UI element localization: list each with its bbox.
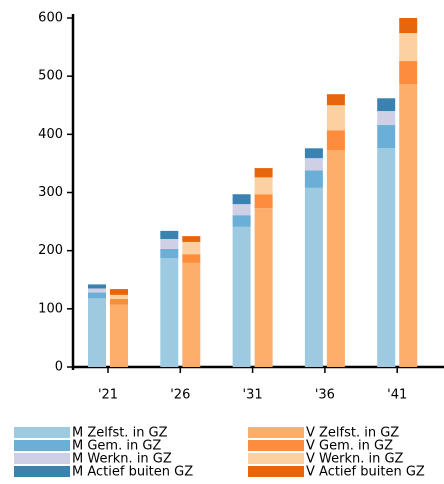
bar-segment	[88, 298, 106, 367]
bar-segment	[88, 288, 106, 293]
y-tick-label: 500	[38, 69, 63, 84]
bar-segment	[110, 289, 128, 295]
legend-label: M Actief buiten GZ	[72, 465, 193, 480]
x-tick-label: '36	[315, 388, 335, 403]
bar-segment	[254, 177, 273, 195]
x-tick-label: '31	[243, 388, 263, 403]
bar-segment	[304, 158, 323, 171]
legend-swatch	[248, 466, 304, 477]
legend-label: M Zelfst. in GZ	[72, 426, 168, 441]
legend-swatch	[248, 453, 304, 464]
y-tick-label: 0	[55, 360, 63, 375]
bar-segment	[377, 98, 396, 112]
bar-segment	[377, 125, 396, 149]
x-tick-label: '26	[170, 388, 190, 403]
legend-label: V Gem. in GZ	[306, 439, 393, 454]
bar-segment	[377, 111, 396, 126]
x-tick-label: '41	[387, 388, 407, 403]
bar-segment	[88, 292, 106, 299]
legend-label: V Actief buiten GZ	[306, 465, 425, 480]
bar-segment	[110, 298, 128, 305]
bar-segment	[110, 304, 128, 367]
bar-segment	[326, 130, 345, 151]
bar-segment	[232, 204, 251, 216]
bar-segment	[377, 148, 396, 367]
bar-segment	[326, 150, 345, 367]
legend-label: V Werkn. in GZ	[306, 452, 404, 467]
x-tick-label: '21	[98, 388, 118, 403]
y-tick-label: 300	[38, 185, 63, 200]
bar-segment	[304, 170, 323, 188]
legend-label: M Gem. in GZ	[72, 439, 161, 454]
bar-segment	[182, 236, 201, 242]
legend-swatch	[14, 427, 70, 438]
y-tick-label: 100	[38, 301, 63, 316]
bar-segment	[399, 18, 418, 34]
bar-segment	[399, 33, 418, 62]
bar-segment	[399, 61, 418, 85]
bar-segment	[304, 187, 323, 367]
bar-segment	[254, 194, 273, 209]
y-tick-label: 200	[38, 243, 63, 258]
bar-segment	[399, 84, 418, 367]
bar-segment	[254, 208, 273, 367]
y-tick-label: 600	[38, 11, 63, 26]
legend-label: V Zelfst. in GZ	[306, 426, 399, 441]
bar-segment	[232, 194, 251, 205]
y-tick-label: 400	[38, 127, 63, 142]
bar-segment	[160, 239, 179, 249]
bar-segment	[88, 284, 106, 289]
bar-segment	[160, 248, 179, 259]
bar-segment	[326, 105, 345, 131]
bar-segment	[182, 262, 201, 367]
bar-segment	[232, 226, 251, 367]
bar-segment	[182, 254, 201, 263]
bar-segment	[254, 168, 273, 178]
legend-swatch	[248, 427, 304, 438]
bar-segment	[232, 215, 251, 227]
legend-swatch	[248, 440, 304, 451]
legend-swatch	[14, 453, 70, 464]
legend-label: M Werkn. in GZ	[72, 452, 172, 467]
legend-swatch	[14, 466, 70, 477]
bar-segment	[160, 258, 179, 367]
bar-segment	[110, 294, 128, 299]
bar-segment	[182, 241, 201, 255]
bar-segment	[160, 230, 179, 240]
legend-swatch	[14, 440, 70, 451]
bar-segment	[304, 148, 323, 159]
bar-segment	[326, 94, 345, 106]
